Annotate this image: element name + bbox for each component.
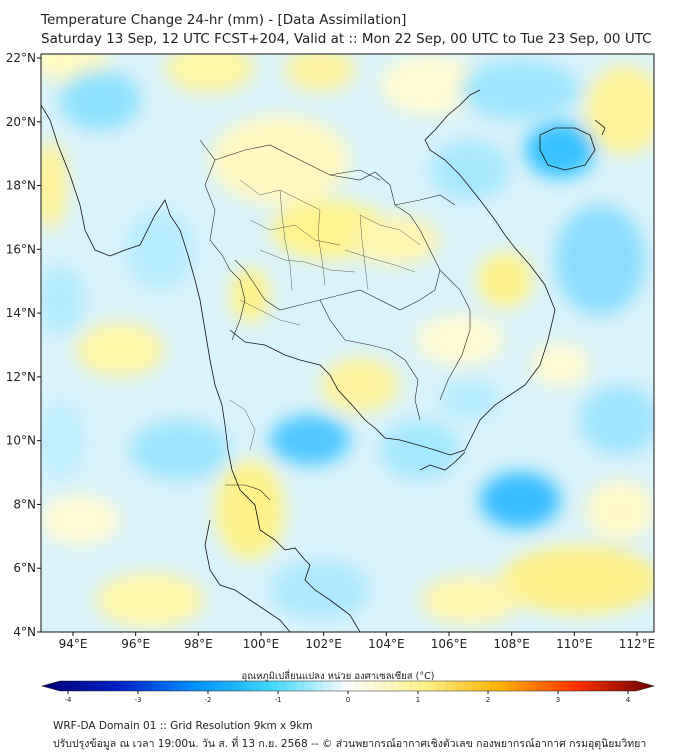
- colorbar-ticks: -4 -3 -2 -1 0 1 2 3 4: [65, 691, 631, 704]
- chart-title: Temperature Change 24-hr (mm) - [Data As…: [41, 12, 407, 28]
- lon-tick-label: 100°E: [243, 637, 280, 651]
- colorbar-tick-label: 0: [346, 696, 350, 704]
- colorbar-tick-label: 4: [626, 696, 631, 704]
- lat-tick-label: 16°N: [6, 242, 36, 256]
- lat-tick-label: 8°N: [13, 497, 36, 511]
- province-borders: [229, 179, 421, 451]
- lat-tick-label: 10°N: [6, 434, 36, 448]
- colorbar-tick-label: 2: [486, 696, 490, 704]
- colorbar-tick-label: -4: [65, 696, 73, 704]
- lat-tick-label: 18°N: [6, 179, 36, 193]
- country-borders: [199, 139, 471, 501]
- lon-tick-label: 104°E: [368, 637, 405, 651]
- lat-tick-label: 12°N: [6, 370, 36, 384]
- lon-tick-label: 94°E: [59, 637, 88, 651]
- colorbar-label: อุณหภูมิเปลี่ยนแปลง หน่วย องศาเซลเซียส (…: [241, 671, 435, 682]
- colorbar-tick-label: -2: [205, 696, 212, 704]
- lon-tick-label: 102°E: [305, 637, 342, 651]
- longitude-axis: 94°E 96°E 98°E 100°E 102°E 104°E 106°E 108°E 110…: [59, 632, 656, 651]
- colorbar-segments: [68, 681, 628, 691]
- colorbar-tick-label: 3: [556, 696, 560, 704]
- chart-subtitle: Saturday 13 Sep, 12 UTC FCST+204, Valid …: [41, 31, 652, 47]
- lon-tick-label: 110°E: [556, 637, 593, 651]
- coastlines: [41, 89, 606, 632]
- colorbar: -4 -3 -2 -1 0 1 2 3 4: [40, 680, 656, 704]
- map-frame: [40, 53, 655, 633]
- lon-tick-label: 98°E: [184, 637, 213, 651]
- lon-tick-label: 108°E: [493, 637, 530, 651]
- footer-update-info: ปรับปรุงข้อมูล ณ เวลา 19:00น. วัน ส. ที่…: [53, 738, 647, 750]
- colorbar-tick-label: 1: [416, 696, 420, 704]
- lon-tick-label: 106°E: [431, 637, 468, 651]
- temperature-field: [41, 54, 654, 628]
- latitude-axis: 22°N 20°N 18°N 16°N 14°N 12°N 10°N 8°N 6°N 4°N: [6, 51, 41, 639]
- colorbar-bar: [40, 680, 656, 692]
- lon-tick-label: 112°E: [619, 637, 656, 651]
- lat-tick-label: 22°N: [6, 51, 36, 65]
- lon-tick-label: 96°E: [121, 637, 150, 651]
- lat-tick-label: 4°N: [13, 625, 36, 639]
- colorbar-tick-label: -3: [135, 696, 142, 704]
- colorbar-tick-label: -1: [275, 696, 282, 704]
- lat-tick-label: 14°N: [6, 306, 36, 320]
- footer-domain-info: WRF-DA Domain 01 :: Grid Resolution 9km …: [53, 720, 313, 732]
- lat-tick-label: 6°N: [13, 561, 36, 575]
- lat-tick-label: 20°N: [6, 115, 36, 129]
